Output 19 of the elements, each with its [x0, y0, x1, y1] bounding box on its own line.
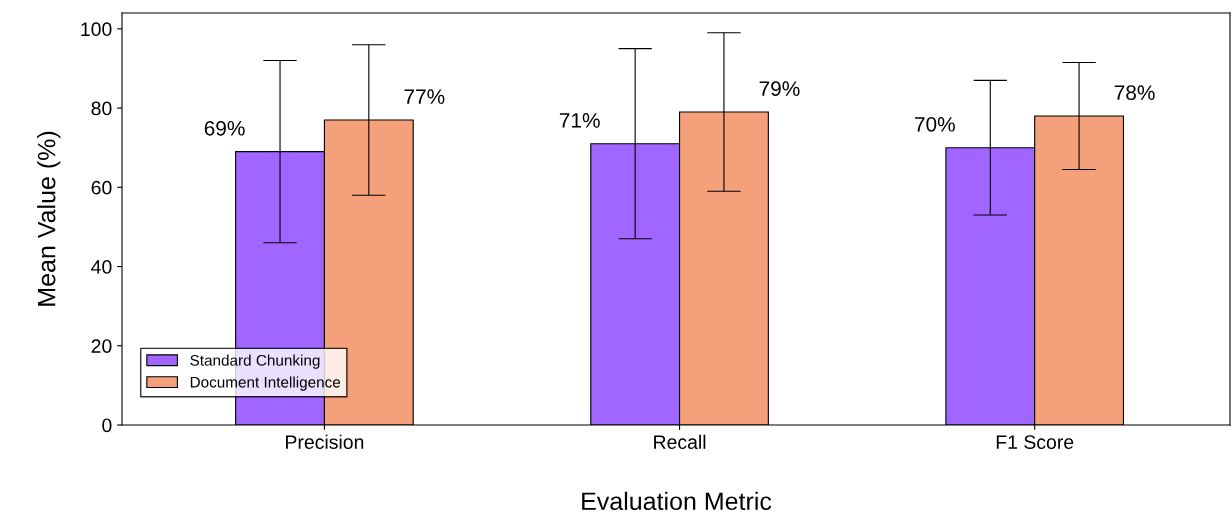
data-label: 77% — [404, 89, 445, 104]
data-label: 78% — [1114, 85, 1155, 100]
legend-label: Document Intelligence — [190, 376, 341, 391]
x-tick-label: Precision — [286, 434, 364, 449]
y-tick-label: 60 — [91, 180, 112, 195]
y-tick-label: 40 — [91, 260, 112, 274]
data-label: 69% — [204, 120, 245, 136]
data-label: 70% — [915, 116, 955, 132]
y-tick-label: 0 — [102, 418, 112, 433]
y-axis-title: Mean Value (%) — [37, 131, 61, 306]
x-axis-title: Evaluation Metric — [582, 491, 772, 511]
data-label: 79% — [759, 81, 800, 97]
x-tick-label: F1 Score — [996, 435, 1074, 449]
y-tick-label: 20 — [91, 339, 112, 354]
x-tick-label: Recall — [654, 434, 706, 449]
y-tick-label: 80 — [91, 101, 112, 116]
data-label: 71% — [559, 113, 600, 128]
legend-label: Standard Chunking — [190, 354, 320, 369]
y-tick-label: 100 — [81, 22, 112, 37]
